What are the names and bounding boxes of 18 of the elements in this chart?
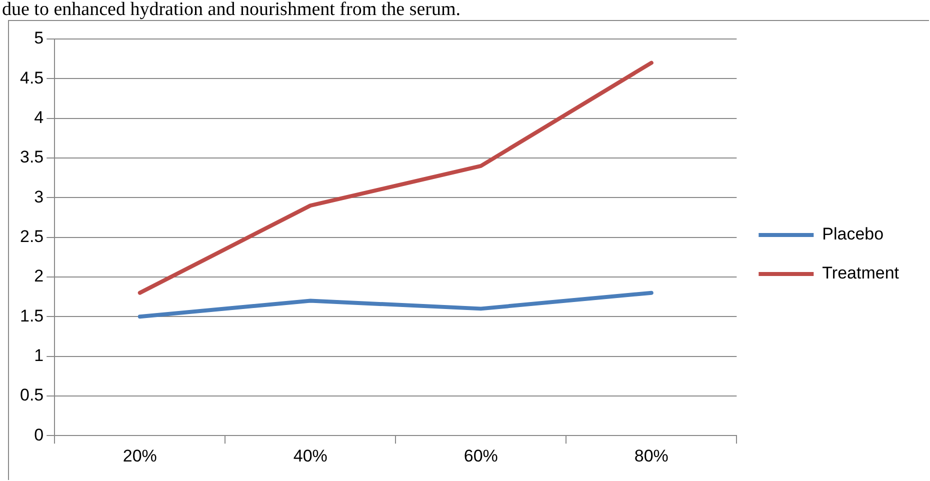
y-tick-label: 0 [34,425,44,444]
y-tick-label: 3 [34,187,44,206]
legend-label: Treatment [822,264,900,283]
x-tick-label: 80% [634,446,668,466]
y-tick-label: 2 [34,266,44,286]
y-tick-label: 5 [34,28,44,48]
text: due to enhanced hydration and nourishment from the serum. [1,0,462,20]
y-tick-label: 3.5 [20,148,44,167]
y-tick-label: 2.5 [20,226,44,246]
y-tick-label: 4.5 [20,68,44,88]
y-tick-label: 1.5 [20,306,44,326]
x-tick-label: 40% [293,446,328,466]
legend-label: Placebo [822,224,884,244]
y-tick-label: 1 [34,346,44,365]
y-tick-label: 4 [34,108,44,128]
y-tick-label: 0.5 [20,386,44,405]
x-tick-label: 60% [464,446,498,466]
x-tick-label: 20% [122,446,157,466]
